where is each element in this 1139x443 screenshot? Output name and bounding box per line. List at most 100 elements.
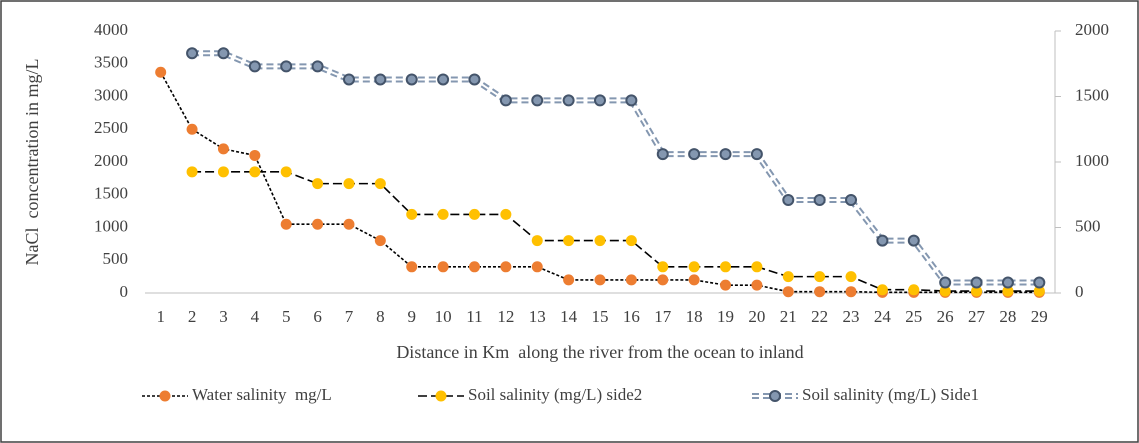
- data-point: [405, 73, 418, 86]
- data-point: [374, 73, 387, 86]
- legend-label: Soil salinity (mg/L) Side1: [802, 385, 979, 404]
- x-tick-label: 8: [376, 307, 385, 326]
- data-point: [782, 271, 794, 283]
- data-point: [437, 73, 450, 86]
- y-tick-label: 2000: [94, 151, 128, 170]
- series-line: [192, 50, 1040, 286]
- y2-tick-label: 1000: [1075, 151, 1109, 170]
- x-tick-label: 4: [251, 307, 260, 326]
- x-tick-label: 11: [466, 307, 482, 326]
- x-tick-label: 22: [811, 307, 828, 326]
- series-line: [159, 71, 1040, 294]
- data-point: [594, 274, 606, 286]
- data-point: [625, 235, 637, 247]
- data-point: [625, 94, 638, 107]
- data-point: [594, 94, 606, 107]
- data-point: [280, 166, 292, 178]
- data-point: [970, 276, 983, 289]
- data-point: [155, 66, 167, 78]
- x-tick-label: 14: [560, 307, 578, 326]
- data-point: [437, 208, 449, 220]
- x-tick-label: 25: [905, 307, 922, 326]
- data-point: [531, 94, 544, 107]
- y-tick-label: 3500: [94, 53, 128, 72]
- data-point: [720, 261, 732, 273]
- y2-tick-label: 500: [1075, 216, 1101, 235]
- data-point: [312, 218, 324, 230]
- data-point: [814, 286, 826, 298]
- data-point: [939, 285, 951, 297]
- legend-label: Water salinity mg/L: [192, 385, 332, 404]
- data-point: [186, 166, 198, 178]
- x-tick-label: 19: [717, 307, 734, 326]
- data-point: [406, 261, 418, 273]
- x-tick-label: 17: [654, 307, 672, 326]
- data-point: [688, 274, 700, 286]
- data-point: [1033, 276, 1046, 289]
- data-point: [217, 166, 229, 178]
- y2-tick-label: 1500: [1075, 85, 1109, 104]
- data-point: [751, 279, 763, 291]
- x-tick-label: 10: [435, 307, 452, 326]
- x-tick-label: 2: [188, 307, 197, 326]
- data-point: [1001, 276, 1014, 289]
- data-point: [280, 60, 293, 73]
- x-tick-label: 9: [407, 307, 416, 326]
- x-axis-title: Distance in Km along the river from the …: [396, 342, 803, 362]
- data-point: [719, 148, 732, 161]
- x-tick-label: 12: [497, 307, 514, 326]
- x-tick-label: 27: [968, 307, 986, 326]
- data-point: [688, 148, 701, 161]
- y-tick-label: 1000: [94, 216, 128, 235]
- data-point: [939, 276, 952, 289]
- y-axis-title: NaCl concentration in mg/L: [22, 59, 42, 266]
- data-point: [908, 284, 920, 296]
- legend-marker: [435, 390, 447, 402]
- series-line: [192, 171, 1040, 292]
- data-point: [374, 235, 386, 247]
- y-tick-label: 4000: [94, 20, 128, 39]
- data-point: [657, 274, 669, 286]
- x-tick-label: 23: [843, 307, 860, 326]
- data-point: [562, 94, 575, 107]
- data-point: [845, 286, 857, 298]
- data-point: [437, 261, 449, 273]
- x-tick-label: 1: [156, 307, 165, 326]
- data-point: [845, 271, 857, 283]
- x-tick-label: 28: [999, 307, 1016, 326]
- data-point: [594, 235, 606, 247]
- data-point: [217, 47, 230, 60]
- data-point: [751, 261, 763, 273]
- data-point: [468, 208, 480, 220]
- x-tick-label: 24: [874, 307, 892, 326]
- data-point: [468, 73, 481, 86]
- data-point: [814, 271, 826, 283]
- x-tick-label: 13: [529, 307, 546, 326]
- data-point: [563, 274, 575, 286]
- x-tick-label: 6: [313, 307, 322, 326]
- data-point: [500, 208, 512, 220]
- data-point: [657, 261, 669, 273]
- x-tick-label: 20: [748, 307, 765, 326]
- data-point: [720, 279, 732, 291]
- x-tick-label: 5: [282, 307, 291, 326]
- y-tick-label: 2500: [94, 118, 128, 137]
- data-point: [782, 286, 794, 298]
- data-point: [1033, 285, 1045, 297]
- x-tick-label: 29: [1031, 307, 1048, 326]
- series-line-inner: [192, 52, 1040, 284]
- x-tick-label: 7: [345, 307, 354, 326]
- y2-tick-label: 2000: [1075, 20, 1109, 39]
- data-point: [342, 73, 355, 86]
- data-point: [531, 261, 543, 273]
- data-point: [688, 261, 700, 273]
- data-point: [813, 193, 826, 206]
- y-tick-label: 500: [103, 249, 129, 268]
- data-point: [499, 94, 512, 107]
- y-tick-label: 0: [120, 282, 129, 301]
- data-point: [845, 193, 858, 206]
- data-point: [1002, 285, 1014, 297]
- data-point: [343, 218, 355, 230]
- data-point: [531, 235, 543, 247]
